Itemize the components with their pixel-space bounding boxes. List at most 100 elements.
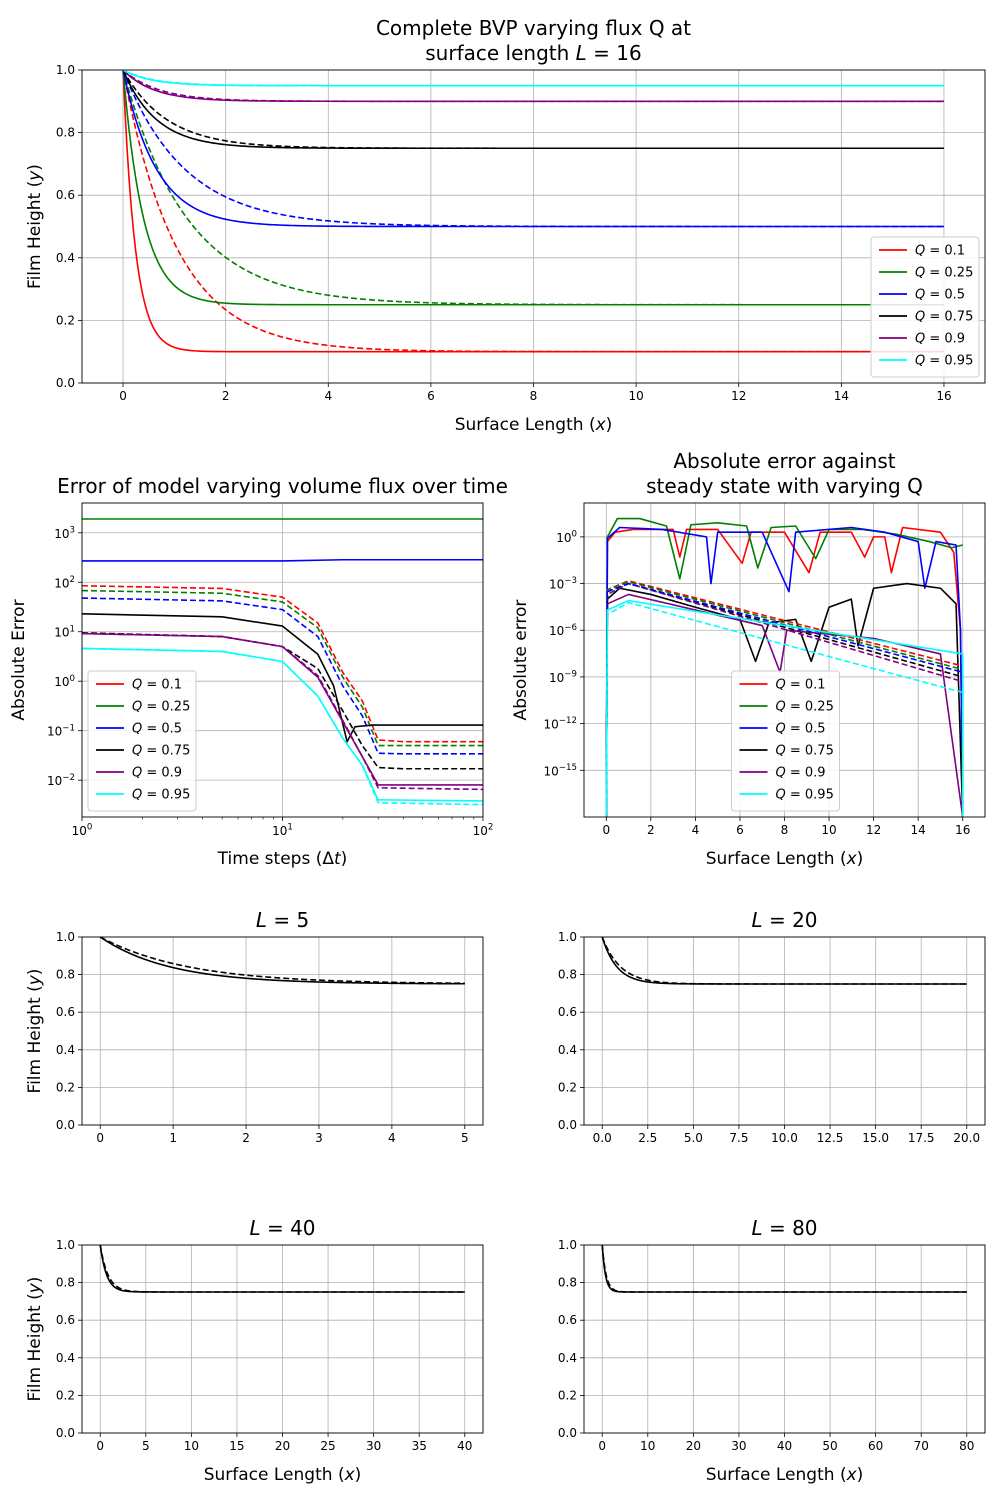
top-series-4-solid xyxy=(122,70,944,103)
error-space-xtick-label-0: 0 xyxy=(602,823,610,837)
L5-ylabel: Film Height (y) xyxy=(25,969,45,1094)
error-space-legend-label-4: Q = 0.9 xyxy=(776,766,826,781)
error-time-legend-label-2: Q = 0.5 xyxy=(132,722,182,737)
error-time-ytick-label-5: 103 xyxy=(54,525,75,540)
L40-xtick-label-1: 5 xyxy=(142,1439,150,1453)
L80-ytick-label-2: 0.4 xyxy=(558,1351,577,1365)
L5-ytick-label-4: 0.8 xyxy=(56,968,75,982)
L20-xtick-label-1: 2.5 xyxy=(638,1131,657,1145)
error-space-ytick-label-2: 10−9 xyxy=(549,670,577,685)
error-space-ytick-label-1: 10−12 xyxy=(544,716,577,731)
top-series-0-solid xyxy=(122,70,944,353)
L5-lines xyxy=(99,937,465,985)
L20-ytick-label-4: 0.8 xyxy=(558,968,577,982)
top-xtick-label-7: 14 xyxy=(834,389,849,403)
L20-xtick-label-4: 10.0 xyxy=(771,1131,798,1145)
error-time-legend-label-0: Q = 0.1 xyxy=(132,678,182,693)
L20-title-0: L = 20 xyxy=(751,908,817,932)
L5-ytick-label-3: 0.6 xyxy=(56,1005,75,1019)
L20-xtick-label-8: 20.0 xyxy=(953,1131,980,1145)
error-time-ytick-label-4: 102 xyxy=(54,575,75,590)
L5-xtick-label-5: 5 xyxy=(461,1131,469,1145)
L40-xtick-label-5: 25 xyxy=(320,1439,335,1453)
error-time-series-0-dashed xyxy=(82,584,483,743)
error-space-xtick-label-4: 8 xyxy=(781,823,789,837)
L40-xtick-label-3: 15 xyxy=(229,1439,244,1453)
L40-series-0-solid xyxy=(99,1245,465,1293)
error-space-ytick-label-0: 10−15 xyxy=(544,763,577,778)
top-lines xyxy=(122,70,944,353)
L80-grid xyxy=(584,1244,985,1434)
L80-ytick-label-1: 0.2 xyxy=(558,1388,577,1402)
error-time-xtick-label-1: 101 xyxy=(272,823,293,838)
error-time-legend-label-3: Q = 0.75 xyxy=(132,744,190,759)
error-space-lines xyxy=(605,517,964,817)
L5-xtick-label-4: 4 xyxy=(388,1131,396,1145)
top-ylabel: Film Height (y) xyxy=(25,164,45,289)
error-space-xtick-label-7: 14 xyxy=(911,823,926,837)
error-space-series-1-solid xyxy=(605,517,963,817)
L20-ytick-label-0: 0.0 xyxy=(558,1118,577,1132)
L80-ytick-label-0: 0.0 xyxy=(558,1426,577,1440)
error-space-xtick-label-1: 2 xyxy=(647,823,655,837)
error-time-series-5-solid xyxy=(82,613,483,743)
error-space-ylabel: Absolute error xyxy=(511,600,531,721)
error-space-xtick-label-2: 4 xyxy=(692,823,700,837)
top-ytick-label-3: 0.6 xyxy=(56,188,75,202)
L5-xtick-label-0: 0 xyxy=(96,1131,104,1145)
top-xtick-label-4: 8 xyxy=(530,389,538,403)
error-time-legend-label-4: Q = 0.9 xyxy=(132,766,182,781)
error-time-xlabel: Time steps (Δt) xyxy=(217,849,348,869)
error-space-title-0: Absolute error against xyxy=(673,449,895,473)
top-title-1: surface length L = 16 xyxy=(425,41,641,65)
L80-xtick-label-1: 10 xyxy=(640,1439,655,1453)
L20-series-0-solid xyxy=(601,937,967,985)
L20-xtick-label-3: 7.5 xyxy=(729,1131,748,1145)
top-ytick-label-4: 0.8 xyxy=(56,126,75,140)
error-space-series-11-dashed xyxy=(605,601,964,817)
error-space-xtick-label-8: 16 xyxy=(955,823,970,837)
L80-ytick-label-4: 0.8 xyxy=(558,1276,577,1290)
error-space-legend-label-0: Q = 0.1 xyxy=(776,678,826,693)
error-time-series-6-dashed xyxy=(82,632,483,770)
chart-L80: 0 10 20 30 40 50 60 70 80 0.0 0.2 0.4 0.6 0.8 1.0 L = 8… xyxy=(558,1216,986,1485)
error-time-series-8-dashed xyxy=(82,632,483,791)
error-space-xlabel: Surface Length (x) xyxy=(706,849,864,869)
error-space-legend-label-3: Q = 0.75 xyxy=(776,744,834,759)
chart-L40: 0 5 10 15 20 25 30 35 40 0.0 0.2 0.4 0.6 0.8 1.0 L = 40… xyxy=(25,1216,484,1485)
L5-series-0-solid xyxy=(99,937,465,985)
L20-xtick-label-5: 12.5 xyxy=(817,1131,844,1145)
error-time-ytick-label-2: 100 xyxy=(54,674,75,689)
L40-grid xyxy=(82,1244,483,1434)
L20-ytick-label-2: 0.4 xyxy=(558,1043,577,1057)
top-xlabel: Surface Length (x) xyxy=(455,415,613,435)
L40-xlabel: Surface Length (x) xyxy=(204,1465,362,1485)
top-xtick-label-6: 12 xyxy=(731,389,746,403)
error-space-series-2-solid xyxy=(605,526,964,817)
error-space-ytick-label-5: 100 xyxy=(556,529,577,544)
L5-ytick-label-1: 0.2 xyxy=(56,1080,75,1094)
L5-xtick-label-2: 2 xyxy=(242,1131,250,1145)
top-series-3-solid xyxy=(122,70,944,150)
top-legend: Q = 0.1 Q = 0.25 Q = 0.5 Q = 0.75 Q = 0.9 Q =… xyxy=(870,236,980,378)
L40-title-0: L = 40 xyxy=(249,1216,315,1240)
top-xtick-label-0: 0 xyxy=(119,389,127,403)
L5-ytick-label-0: 0.0 xyxy=(56,1118,75,1132)
error-space-frame xyxy=(583,502,986,818)
L40-lines xyxy=(99,1245,465,1293)
L5-ytick-label-2: 0.4 xyxy=(56,1043,75,1057)
error-time-title-0: Error of model varying volume flux over … xyxy=(57,474,508,498)
error-space-series-3-solid xyxy=(605,582,964,817)
L80-xtick-label-4: 40 xyxy=(777,1439,792,1453)
L80-xtick-label-8: 80 xyxy=(959,1439,974,1453)
top-ytick-label-0: 0.0 xyxy=(56,376,75,390)
L40-ytick-label-0: 0.0 xyxy=(56,1426,75,1440)
top-ytick-label-1: 0.2 xyxy=(56,313,75,327)
L40-xtick-label-0: 0 xyxy=(96,1439,104,1453)
L40-ytick-label-5: 1.0 xyxy=(56,1238,75,1252)
top-xtick-label-3: 6 xyxy=(427,389,435,403)
top-legend-label-4: Q = 0.9 xyxy=(915,332,965,347)
error-space-legend-label-1: Q = 0.25 xyxy=(776,700,834,715)
L20-xtick-label-7: 17.5 xyxy=(908,1131,935,1145)
